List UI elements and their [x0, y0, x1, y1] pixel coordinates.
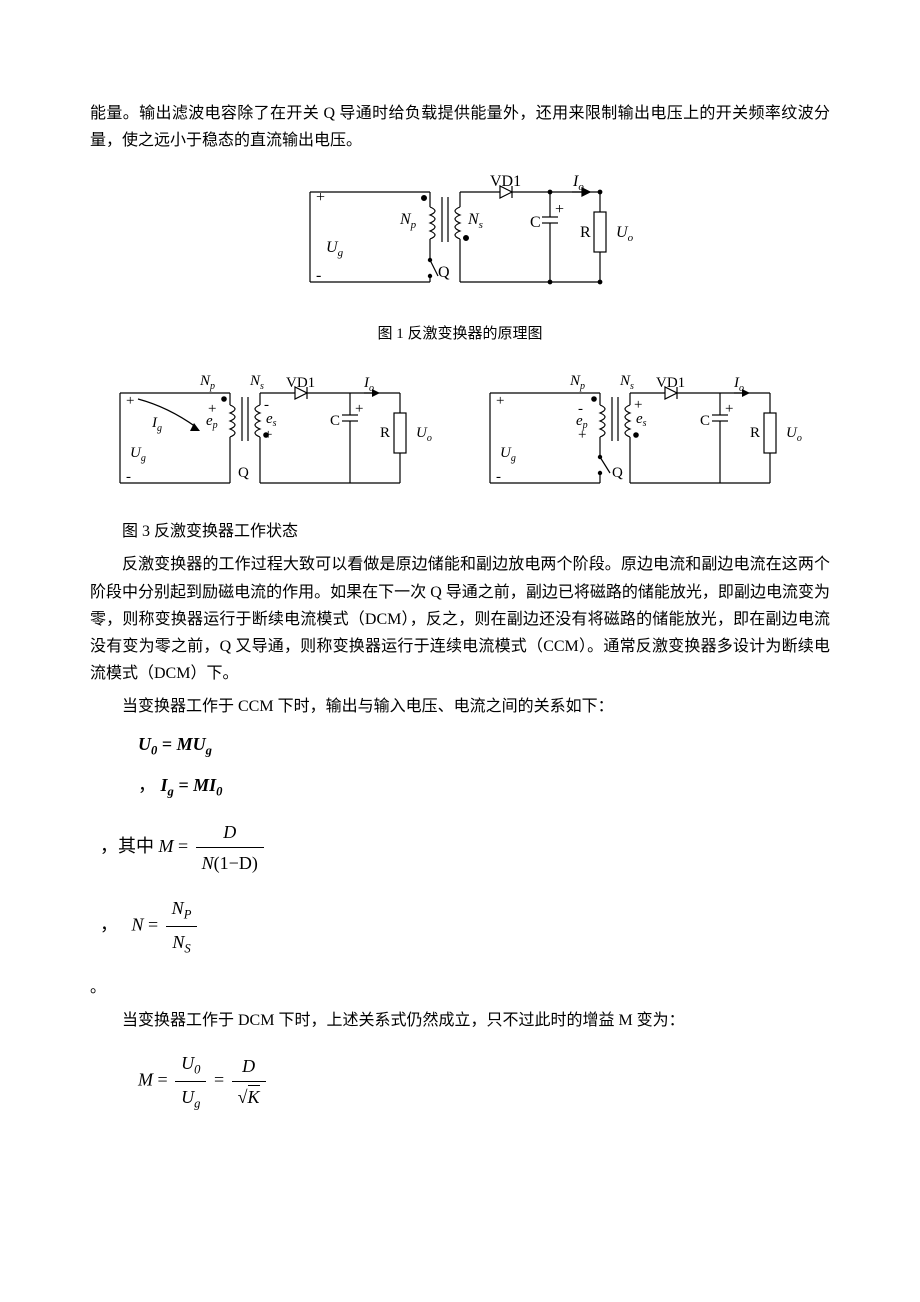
svg-text:Uo: Uo: [616, 224, 634, 244]
eq-m-dcm: M = U0 Ug = D √K: [90, 1048, 830, 1115]
svg-text:-: -: [126, 469, 131, 485]
svg-text:R: R: [580, 224, 591, 241]
svg-text:Ns: Ns: [467, 211, 483, 231]
period: 。: [90, 974, 830, 1001]
svg-text:Ns: Ns: [249, 373, 264, 392]
svg-text:-: -: [496, 469, 501, 485]
svg-text:C: C: [530, 214, 541, 231]
svg-text:VD1: VD1: [656, 375, 685, 391]
svg-text:+: +: [126, 393, 134, 409]
svg-text:Io: Io: [733, 375, 744, 394]
eq-ig: ， Ig = MI0: [90, 770, 830, 803]
svg-text:Np: Np: [399, 211, 417, 231]
svg-text:+: +: [264, 427, 272, 443]
svg-text:+: +: [355, 401, 363, 417]
svg-text:+: +: [725, 401, 733, 417]
svg-text:Np: Np: [199, 373, 215, 392]
figure-1: + - Ug Np Ns Q VD1 C + R Uo Io: [90, 172, 830, 311]
svg-text:R: R: [380, 425, 390, 441]
fig3-svg: + - Ug Ig Np Ns + ep - es + Q VD1 C + R …: [100, 365, 820, 505]
svg-text:C: C: [330, 413, 340, 429]
svg-text:Uo: Uo: [786, 425, 802, 444]
svg-text:C: C: [700, 413, 710, 429]
svg-text:R: R: [750, 425, 760, 441]
svg-text:+: +: [496, 393, 504, 409]
svg-text:-: -: [316, 267, 321, 284]
svg-text:Q: Q: [238, 465, 249, 481]
main-paragraph: 反激变换器的工作过程大致可以看做是原边储能和副边放电两个阶段。原边电流和副边电流…: [90, 551, 830, 687]
svg-text:VD1: VD1: [490, 173, 521, 190]
svg-text:Io: Io: [363, 375, 374, 394]
svg-text:Uo: Uo: [416, 425, 432, 444]
eq-m: ，其中 M = D N(1−D): [90, 817, 830, 879]
svg-text:VD1: VD1: [286, 375, 315, 391]
figure-3: + - Ug Ig Np Ns + ep - es + Q VD1 C + R …: [90, 365, 830, 514]
intro-text: 能量。输出滤波电容除了在开关 Q 导通时给负载提供能量外，还用来限制输出电压上的…: [90, 100, 830, 154]
svg-text:Ug: Ug: [130, 445, 146, 464]
svg-text:Ig: Ig: [151, 415, 162, 434]
eq-u0: U0 = MUg: [90, 729, 830, 762]
fig3-caption: 图 3 反激变换器工作状态: [90, 518, 830, 545]
svg-text:+: +: [316, 189, 325, 206]
fig1-svg: + - Ug Np Ns Q VD1 C + R Uo Io: [280, 172, 640, 302]
svg-text:Ns: Ns: [619, 373, 634, 392]
dcm-intro: 当变换器工作于 DCM 下时，上述关系式仍然成立，只不过此时的增益 M 变为：: [90, 1007, 830, 1034]
eq-n: ， N = NP NS: [90, 893, 830, 960]
ug-label: Ug: [326, 239, 344, 259]
ccm-intro: 当变换器工作于 CCM 下时，输出与输入电压、电流之间的关系如下：: [90, 693, 830, 720]
svg-text:Io: Io: [572, 173, 584, 193]
svg-text:Ug: Ug: [500, 445, 516, 464]
fig1-caption: 图 1 反激变换器的原理图: [90, 322, 830, 348]
svg-text:-: -: [634, 427, 639, 443]
svg-text:Np: Np: [569, 373, 585, 392]
svg-text:Q: Q: [438, 264, 450, 281]
svg-text:+: +: [555, 201, 564, 218]
svg-text:Q: Q: [612, 465, 623, 481]
svg-text:+: +: [578, 427, 586, 443]
